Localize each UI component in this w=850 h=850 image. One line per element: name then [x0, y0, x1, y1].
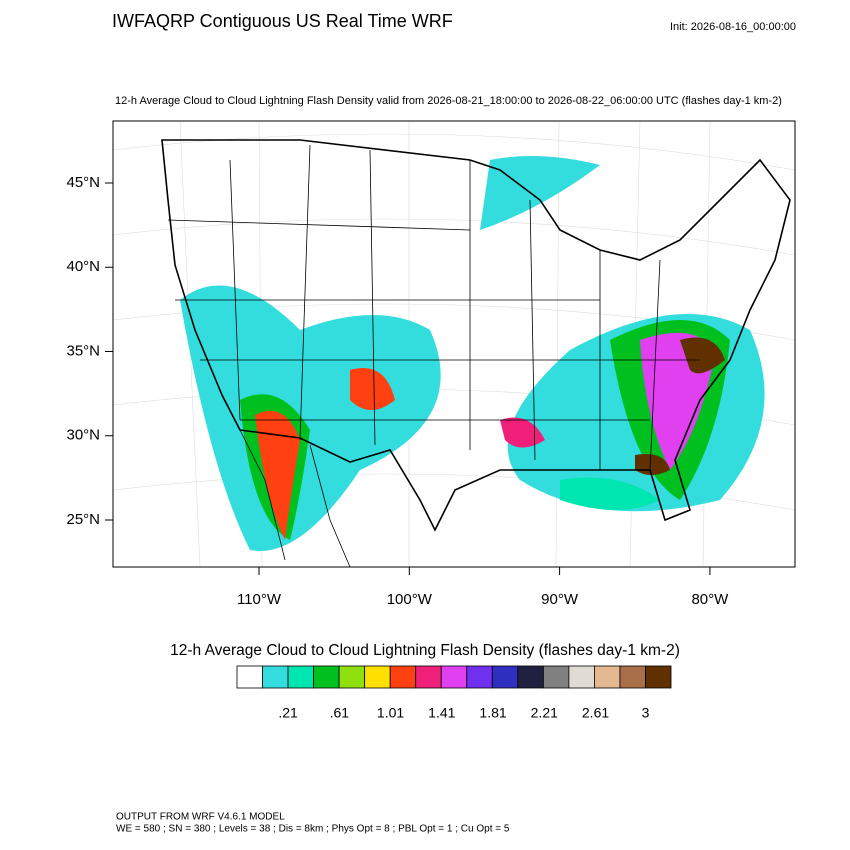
lat-label: 40°N: [66, 258, 100, 275]
lat-label: 45°N: [66, 174, 100, 191]
colorbar-box: [619, 665, 646, 689]
lat-label: 25°N: [66, 511, 100, 528]
lat-label: 35°N: [66, 342, 100, 359]
boundaries: [161, 139, 791, 568]
subtitle: 12-h Average Cloud to Cloud Lightning Fl…: [115, 95, 782, 107]
colorbar-label: .61: [330, 705, 350, 721]
colorbar-label: .21: [278, 705, 298, 721]
colorbar-label: 2.21: [531, 705, 558, 721]
colorbar-box: [313, 665, 340, 689]
colorbar-box: [517, 665, 544, 689]
colorbar-box: [338, 665, 366, 689]
colorbar-box: [287, 665, 314, 689]
colorbar-box: [466, 665, 493, 689]
colorbar-box: [415, 665, 442, 689]
lon-label: 90°W: [541, 591, 579, 608]
lon-label: 100°W: [387, 591, 433, 608]
init-time: Init: 2026-08-16_00:00:00: [670, 21, 796, 33]
colorbar-label: 2.61: [582, 705, 609, 721]
colorbar-label: 1.81: [479, 705, 506, 721]
colorbar-box: [440, 665, 468, 689]
colorbar-box: [389, 665, 417, 689]
title: IWFAQRP Contiguous US Real Time WRF: [112, 11, 453, 31]
colorbar-label: 1.41: [428, 705, 455, 721]
colorbar-box: [364, 665, 391, 689]
colorbar-title: 12-h Average Cloud to Cloud Lightning Fl…: [170, 642, 680, 659]
colorbar-label: 1.01: [377, 705, 404, 721]
colorbar-label: 3: [642, 705, 650, 721]
footer-line: WE = 580 ; SN = 380 ; Levels = 38 ; Dis …: [116, 824, 510, 835]
colorbar-box: [491, 665, 519, 689]
map: [112, 120, 796, 568]
lat-label: 30°N: [66, 427, 100, 444]
lon-label: 80°W: [691, 591, 729, 608]
colorbar-box: [568, 665, 595, 689]
colorbar-box: [594, 665, 621, 689]
lon-label: 110°W: [237, 591, 282, 608]
map-frame: [112, 120, 796, 568]
colorbar-box: [542, 665, 570, 689]
colorbar-box: [262, 665, 289, 689]
colorbar-box: [645, 665, 672, 689]
colorbar-box: [236, 665, 263, 689]
lightning-fields: [180, 156, 765, 551]
footer-line: OUTPUT FROM WRF V4.6.1 MODEL: [116, 812, 285, 823]
